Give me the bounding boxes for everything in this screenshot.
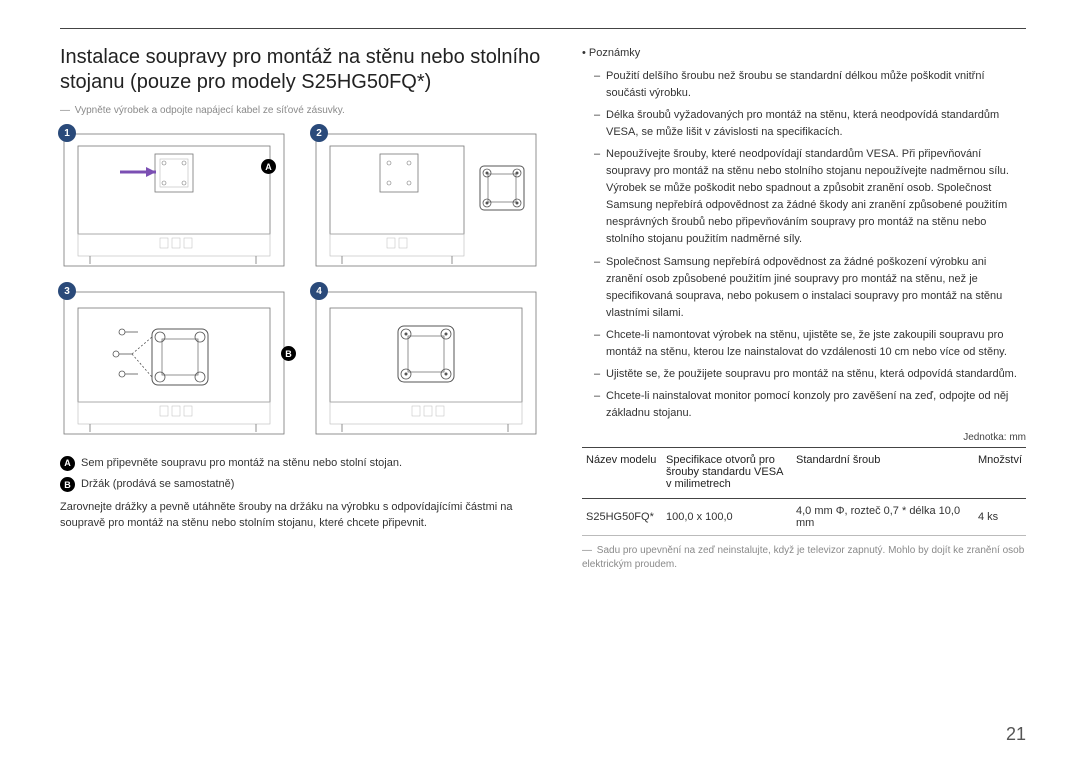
note-item: Použití delšího šroubu než šroubu se sta… xyxy=(594,68,1026,102)
diagram-step-1: 1 A xyxy=(60,126,290,274)
left-column: Instalace soupravy pro montáž na stěnu n… xyxy=(60,45,550,572)
table-row: S25HG50FQ* 100,0 x 100,0 4,0 mm Φ, rozte… xyxy=(582,498,1026,535)
note-item: Chcete-li nainstalovat monitor pomocí ko… xyxy=(594,388,1026,422)
diagram-step-4: 4 xyxy=(312,284,542,442)
th-screw: Standardní šroub xyxy=(792,447,974,498)
legend-a-row: A Sem připevněte soupravu pro montáž na … xyxy=(60,456,550,471)
legend-b-row: B Držák (prodává se samostatně) xyxy=(60,477,550,492)
td-qty: 4 ks xyxy=(974,498,1026,535)
td-screw: 4,0 mm Φ, rozteč 0,7 * délka 10,0 mm xyxy=(792,498,974,535)
legend-a-text: Sem připevněte soupravu pro montáž na st… xyxy=(81,456,402,471)
left-body-text: Zarovnejte drážky a pevně utáhněte šroub… xyxy=(60,499,550,532)
step-1-svg xyxy=(60,126,290,274)
th-vesa: Specifikace otvorů pro šrouby standardu … xyxy=(662,447,792,498)
top-note: ― Vypněte výrobek a odpojte napájecí kab… xyxy=(60,105,550,116)
step-number-4: 4 xyxy=(310,282,328,300)
page-title: Instalace soupravy pro montáž na stěnu n… xyxy=(60,45,550,95)
spec-table: Název modelu Specifikace otvorů pro šrou… xyxy=(582,447,1026,536)
note-dash: ― xyxy=(60,105,70,116)
marker-a: A xyxy=(261,159,276,174)
step-number-3: 3 xyxy=(58,282,76,300)
diagram-step-3: 3 B xyxy=(60,284,290,442)
footnote-dash: ― xyxy=(582,545,592,556)
step-3-svg xyxy=(60,284,290,442)
note-item: Společnost Samsung nepřebírá odpovědnost… xyxy=(594,254,1026,322)
step-4-svg xyxy=(312,284,542,442)
marker-b: B xyxy=(281,346,296,361)
top-note-text: Vypněte výrobek a odpojte napájecí kabel… xyxy=(75,105,345,116)
th-qty: Množství xyxy=(974,447,1026,498)
unit-label: Jednotka: mm xyxy=(582,432,1026,443)
note-item: Nepoužívejte šrouby, které neodpovídají … xyxy=(594,146,1026,248)
diagram-step-2: 2 xyxy=(312,126,542,274)
note-item: Délka šroubů vyžadovaných pro montáž na … xyxy=(594,107,1026,141)
page-number: 21 xyxy=(1006,724,1026,745)
notes-list: Použití delšího šroubu než šroubu se sta… xyxy=(582,68,1026,422)
footnote-text: Sadu pro upevnění na zeď neinstalujte, k… xyxy=(582,545,1024,570)
note-item: Ujistěte se, že použijete soupravu pro m… xyxy=(594,366,1026,383)
step-2-svg xyxy=(312,126,542,274)
right-column: Poznámky Použití delšího šroubu než šrou… xyxy=(582,45,1026,572)
step-number-1: 1 xyxy=(58,124,76,142)
legend-a-badge: A xyxy=(60,456,75,471)
footnote: ― Sadu pro upevnění na zeď neinstalujte,… xyxy=(582,544,1026,572)
step-number-2: 2 xyxy=(310,124,328,142)
top-rule xyxy=(60,28,1026,29)
legend-b-badge: B xyxy=(60,477,75,492)
note-item: Chcete-li namontovat výrobek na stěnu, u… xyxy=(594,327,1026,361)
notes-block: Poznámky Použití delšího šroubu než šrou… xyxy=(582,45,1026,422)
legend-b-text: Držák (prodává se samostatně) xyxy=(81,477,234,492)
diagram-grid: 1 A xyxy=(60,126,550,442)
th-model: Název modelu xyxy=(582,447,662,498)
notes-header: Poznámky xyxy=(582,45,1026,62)
td-vesa: 100,0 x 100,0 xyxy=(662,498,792,535)
td-model: S25HG50FQ* xyxy=(582,498,662,535)
